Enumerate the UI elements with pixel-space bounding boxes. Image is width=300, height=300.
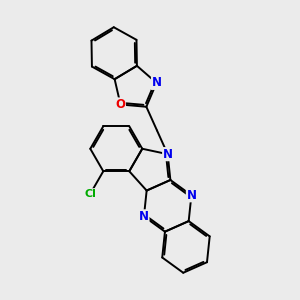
Text: N: N: [139, 210, 149, 223]
Text: N: N: [163, 148, 173, 161]
Text: N: N: [186, 189, 197, 202]
Text: N: N: [152, 76, 161, 89]
Text: O: O: [116, 98, 125, 111]
Text: Cl: Cl: [84, 189, 96, 199]
